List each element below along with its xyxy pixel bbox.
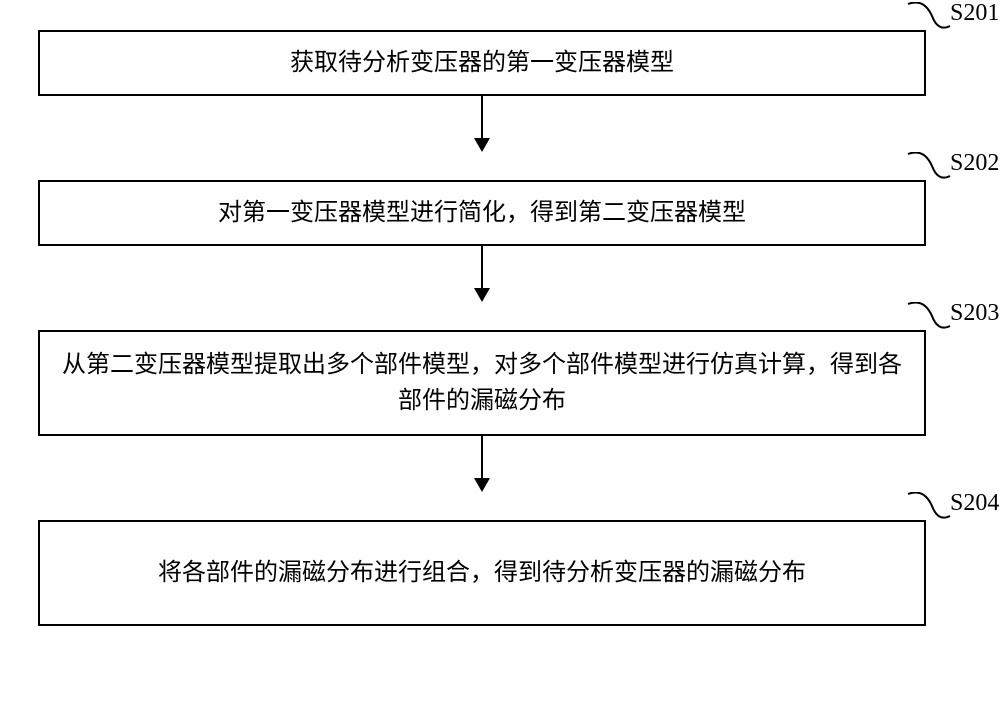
connector-curve-s201 — [38, 2, 962, 30]
step-box-s202: 对第一变压器模型进行简化，得到第二变压器模型 — [38, 180, 926, 246]
step-label-s204: S204 — [950, 490, 999, 517]
connector-curve-s202 — [38, 152, 962, 180]
arrow-1 — [38, 96, 926, 152]
step-s203: S203 从第二变压器模型提取出多个部件模型，对多个部件模型进行仿真计算，得到各… — [38, 330, 962, 436]
arrow-2 — [38, 246, 926, 302]
step-label-s203: S203 — [950, 300, 999, 327]
step-s202: S202 对第一变压器模型进行简化，得到第二变压器模型 — [38, 180, 962, 246]
step-box-s203: 从第二变压器模型提取出多个部件模型，对多个部件模型进行仿真计算，得到各部件的漏磁… — [38, 330, 926, 436]
step-text: 获取待分析变压器的第一变压器模型 — [290, 45, 674, 81]
connector-curve-s204 — [38, 492, 962, 520]
step-s201: S201 获取待分析变压器的第一变压器模型 — [38, 30, 962, 96]
connector-curve-s203 — [38, 302, 962, 330]
step-label-s202: S202 — [950, 150, 999, 177]
step-label-text: S201 — [950, 0, 999, 26]
step-text: 对第一变压器模型进行简化，得到第二变压器模型 — [218, 195, 746, 231]
flowchart-container: S201 获取待分析变压器的第一变压器模型 S202 对第一变压器模型进行简化，… — [38, 30, 962, 626]
step-box-s201: 获取待分析变压器的第一变压器模型 — [38, 30, 926, 96]
step-label-text: S204 — [950, 490, 999, 516]
step-text: 将各部件的漏磁分布进行组合，得到待分析变压器的漏磁分布 — [158, 555, 806, 591]
arrow-3 — [38, 436, 926, 492]
step-text: 从第二变压器模型提取出多个部件模型，对多个部件模型进行仿真计算，得到各部件的漏磁… — [60, 347, 904, 419]
step-s204: S204 将各部件的漏磁分布进行组合，得到待分析变压器的漏磁分布 — [38, 520, 962, 626]
step-label-s201: S201 — [950, 0, 999, 27]
step-label-text: S203 — [950, 300, 999, 326]
step-label-text: S202 — [950, 150, 999, 176]
step-box-s204: 将各部件的漏磁分布进行组合，得到待分析变压器的漏磁分布 — [38, 520, 926, 626]
